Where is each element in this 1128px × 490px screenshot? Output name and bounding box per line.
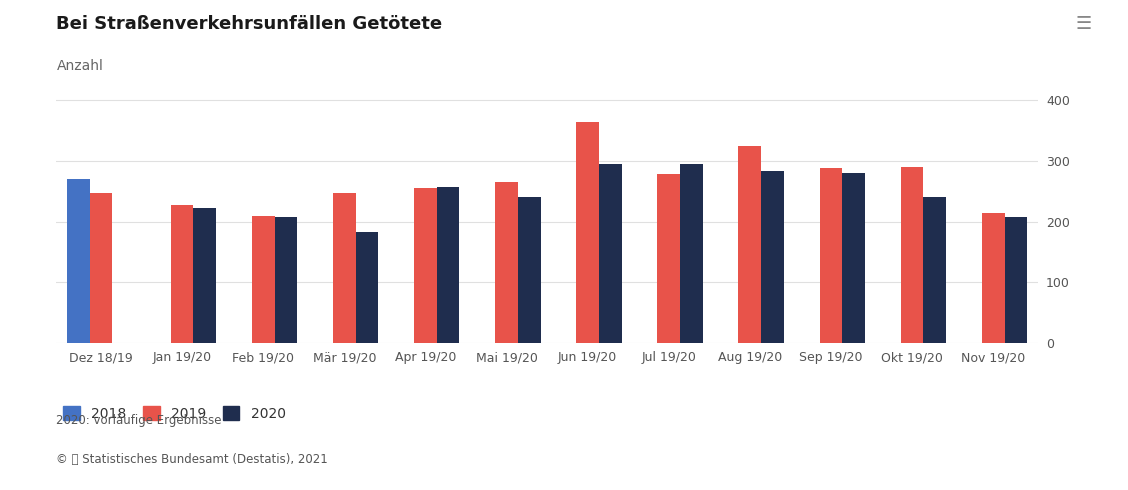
Bar — [739, 146, 761, 343]
Text: Bei Straßenverkehrsunfällen Getötete: Bei Straßenverkehrsunfällen Getötete — [56, 15, 442, 33]
Bar — [981, 213, 1005, 343]
Bar — [252, 216, 274, 343]
Bar — [274, 218, 298, 343]
Bar — [761, 172, 784, 343]
Bar — [355, 232, 378, 343]
Bar — [843, 173, 865, 343]
Bar — [89, 193, 113, 343]
Bar — [599, 164, 622, 343]
Bar — [1005, 218, 1028, 343]
Bar — [495, 182, 518, 343]
Bar — [680, 164, 703, 343]
Bar — [900, 167, 924, 343]
Bar — [170, 205, 194, 343]
Bar — [924, 197, 946, 343]
Bar — [414, 188, 437, 343]
Bar — [194, 208, 217, 343]
Bar — [518, 197, 540, 343]
Bar — [820, 168, 843, 343]
Bar — [437, 187, 459, 343]
Text: Anzahl: Anzahl — [56, 59, 104, 73]
Text: ☰: ☰ — [1076, 15, 1092, 33]
Bar — [576, 122, 599, 343]
Bar — [67, 179, 89, 343]
Text: 2020: vorläufige Ergebnisse: 2020: vorläufige Ergebnisse — [56, 414, 222, 427]
Legend: 2018, 2019, 2020: 2018, 2019, 2020 — [63, 406, 285, 421]
Bar — [658, 174, 680, 343]
Text: © 📊 Statistisches Bundesamt (Destatis), 2021: © 📊 Statistisches Bundesamt (Destatis), … — [56, 453, 328, 466]
Bar — [333, 193, 355, 343]
